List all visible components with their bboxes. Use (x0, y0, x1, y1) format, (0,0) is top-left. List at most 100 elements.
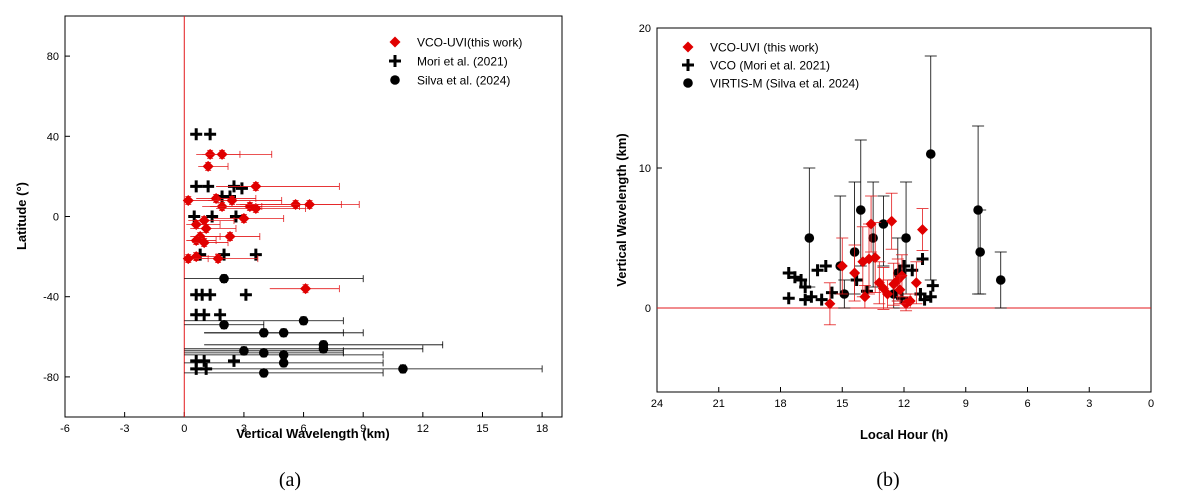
panel-b-point-cross (926, 279, 939, 292)
panel-b-point-circle (901, 233, 911, 243)
panel-a-point-diamond (198, 215, 210, 227)
panel-a-point-circle (239, 346, 249, 356)
panel-b-point-diamond (894, 284, 906, 296)
panel-a-ytick-label: 0 (53, 212, 59, 224)
panel-a-xtick-label: 15 (476, 423, 488, 435)
panel-a-point-diamond (202, 160, 214, 172)
panel-a-point-circle (278, 350, 289, 360)
panel-a-point-diamond (210, 192, 222, 204)
panel-a-point-circle (318, 344, 329, 354)
panel-b-ylabel: Vertical Wavelength (km) (614, 133, 629, 286)
panel-a-point-cross (239, 288, 252, 301)
panel-a-xtick-label: 18 (536, 423, 548, 435)
panel-a-point-circle (259, 368, 269, 378)
panel-b-point-circle (878, 219, 889, 229)
panel-a-ytick-label: -40 (43, 292, 59, 304)
panel-b-point-cross (918, 293, 931, 306)
panel-a-legend-label: Mori et al. (2021) (417, 55, 508, 69)
panel-a-point-cross (204, 288, 217, 301)
panel-b-xtick-label: 24 (651, 398, 663, 410)
panel-b: 24 21 18 15 12 9 6 3 0 0 10 20 Local Hour (h) Verti… (614, 23, 1154, 491)
caption-b: (b) (876, 469, 899, 491)
panel-a-legend-marker (389, 55, 401, 67)
panel-b-xtick-label: 6 (1024, 398, 1030, 410)
panel-b-point-diamond (859, 291, 871, 303)
panel-b-xtick-label: 18 (774, 398, 786, 410)
panel-b-point-diamond (836, 260, 848, 272)
panel-b-point-diamond (869, 252, 881, 264)
panel-a-point-diamond (226, 194, 238, 206)
panel-a-point-diamond (182, 194, 194, 206)
panel-b-point-cross (825, 286, 838, 299)
panel-a-point-diamond (212, 253, 224, 265)
panel-b-point-circle (804, 233, 815, 243)
panel-b-legend-label: VCO-UVI (this work) (710, 41, 819, 55)
panel-b-point-diamond (917, 224, 929, 236)
panel-a-marks (182, 16, 543, 417)
panel-a-point-diamond (238, 213, 250, 225)
panel-a-point-diamond (190, 251, 202, 263)
panel-b-xtick-label: 12 (898, 398, 910, 410)
panel-b-point-circle (868, 233, 878, 243)
panel-a-point-diamond (304, 198, 316, 210)
panel-b-point-circle (855, 205, 866, 215)
panel-b-point-cross (819, 260, 832, 272)
caption-a: (a) (279, 469, 301, 491)
panel-a-point-cross (229, 210, 242, 223)
panel-a-point-cross (214, 308, 227, 321)
panel-a-point-diamond (300, 283, 312, 295)
panel-a-legend-marker (390, 75, 400, 85)
panel-a-xtick-label: 3 (241, 423, 247, 435)
panel-a-xtick-label: 6 (300, 423, 306, 435)
panel-b-ytick-label: 10 (639, 163, 651, 175)
panel-a-point-circle (259, 348, 269, 358)
panel-b-xlabel: Local Hour (h) (860, 427, 948, 442)
panel-b-point-cross (916, 253, 929, 265)
panel-a-point-circle (398, 364, 408, 374)
panel-b-legend-label: VIRTIS-M (Silva et al. 2024) (710, 77, 859, 91)
panel-a-point-diamond (224, 231, 236, 243)
panel-a-legend-label: VCO-UVI(this work) (417, 36, 522, 50)
panel-b-point-cross (788, 271, 801, 284)
panel-a-point-circle (219, 319, 229, 330)
panel-a-point-diamond (216, 148, 228, 160)
panel-a-point-cross (190, 128, 203, 141)
panel-b-legend-marker (683, 78, 693, 88)
panel-b-ticks: 24 21 18 15 12 9 6 3 0 0 10 20 (639, 23, 1154, 410)
panel-a-legend: VCO-UVI(this work) Mori et al. (2021) Silv… (389, 36, 522, 88)
panel-a-point-diamond (200, 223, 212, 235)
panel-a-point-diamond (190, 219, 202, 231)
panel-b-point-cross (799, 281, 812, 293)
panel-a-xtick-label: -6 (60, 423, 70, 435)
panel-a-point-diamond (190, 235, 202, 247)
panel-b-point-cross (799, 293, 812, 306)
panel-a-xtick-label: -3 (120, 423, 130, 435)
panel-a-point-circle (278, 358, 289, 368)
panel-b-frame (656, 27, 1152, 393)
panel-a-point-cross (235, 182, 248, 195)
panel-b-legend-marker (682, 41, 694, 53)
panel-a-point-cross (190, 180, 203, 193)
panel-b-point-circle (995, 275, 1006, 285)
panel-b-point-cross (795, 274, 808, 286)
panel-a-point-diamond (250, 202, 262, 214)
panel-a-point-circle (278, 327, 289, 338)
panel-b-point-cross (815, 293, 828, 306)
panel-a-point-cross (202, 180, 215, 193)
panel-b-legend: VCO-UVI (this work) VCO (Mori et al. 2021… (682, 41, 859, 91)
panel-a-legend-marker (389, 36, 401, 48)
panel-b-point-diamond (910, 277, 922, 289)
panel-b-point-diamond (849, 267, 861, 279)
panel-b-point-diamond (824, 298, 836, 310)
panel-a-point-circle (219, 273, 229, 284)
panel-b-xtick-label: 3 (1086, 398, 1092, 410)
panel-a-ytick-label: -80 (43, 372, 59, 384)
panel-b-legend-marker (682, 59, 694, 71)
panel-a-ytick-label: 40 (47, 131, 59, 143)
panel-a-point-cross (204, 128, 217, 141)
panel-a-point-diamond (250, 180, 262, 192)
panel-b-point-cross (782, 292, 795, 305)
panel-a-point-diamond (182, 253, 194, 265)
panel-b-xtick-label: 15 (836, 398, 848, 410)
